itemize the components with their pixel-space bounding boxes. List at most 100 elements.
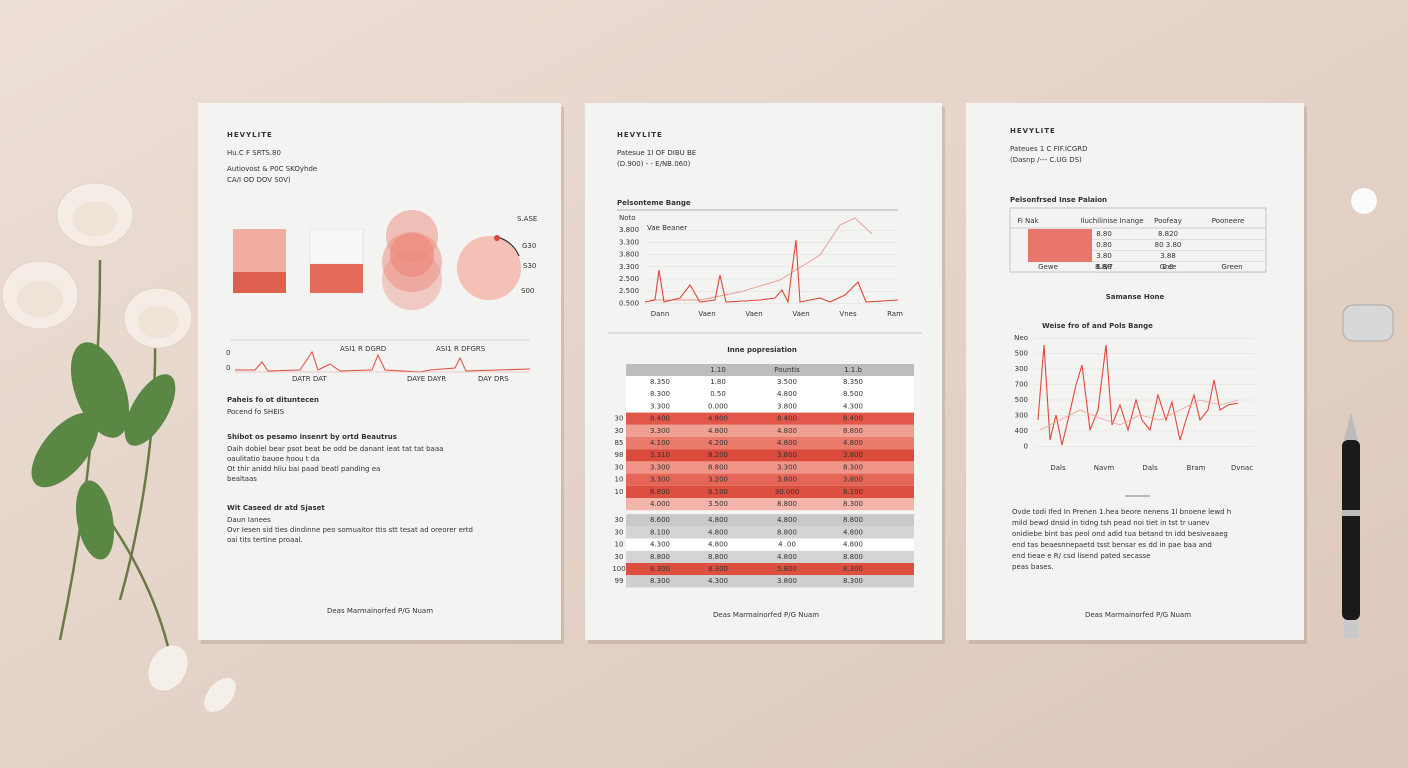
y-label: 3.300: [619, 238, 639, 246]
table-cell: 8.80: [1096, 230, 1112, 238]
x-label: Vaen: [745, 310, 762, 318]
table-row: [626, 424, 914, 437]
table-cell: 3.300: [650, 402, 670, 410]
chart-label: G30: [522, 242, 536, 250]
y-label: Neo: [1014, 334, 1028, 342]
row-label: 30: [615, 528, 624, 536]
table-title: Inne popresiation: [727, 346, 797, 354]
table-row: [626, 376, 914, 389]
table-cell: 4.300: [843, 402, 863, 410]
table-cell: 5.800: [777, 565, 797, 573]
table-cell: 3.310: [650, 451, 670, 459]
meta: Pateues 1 C FIF.ICGRD: [1010, 145, 1088, 153]
x-label: Bram: [1187, 464, 1206, 472]
table-cell: 8.820: [1158, 230, 1178, 238]
row-label: 10: [615, 541, 624, 549]
x-label: Navm: [1094, 464, 1115, 472]
table-cell: 3.500: [708, 500, 728, 508]
table-cell: 3.300: [650, 463, 670, 471]
doc-title: HEVYLITE: [227, 131, 273, 139]
table-cell: 1.80: [710, 378, 726, 386]
row-label: 30: [615, 463, 624, 471]
y-label: 2.500: [619, 287, 639, 295]
section-line: Ovr Iesen sid ties dindinne peo somuaito…: [227, 526, 473, 534]
pie-shape: [457, 236, 521, 300]
table-cell: 3.300: [650, 476, 670, 484]
row-label: 30: [615, 415, 624, 423]
subtitle: Hu.C F SRTS.80: [227, 149, 281, 157]
block: [233, 229, 286, 272]
table-frame: [1009, 207, 1267, 273]
section-line: Daun Ianees: [227, 516, 271, 524]
strip-label: ASI1 R DFGRS: [436, 345, 486, 353]
footer: Deas Marmainorfed P/G Nuam: [713, 611, 819, 619]
table-cell: 3.88: [1160, 252, 1176, 260]
block: [310, 264, 363, 293]
petal: [148, 645, 188, 691]
table-cell: 8.300: [708, 565, 728, 573]
table-cell: 3.800: [777, 451, 797, 459]
strip-label: DAY DRS: [478, 375, 509, 383]
chart-title: Pelsonteme Bange: [617, 199, 691, 207]
table-cell: 4.800: [777, 439, 797, 447]
ball: [1351, 188, 1377, 214]
table-row: [626, 473, 914, 486]
petal: [204, 677, 236, 713]
row-label: 30: [615, 553, 624, 561]
row-label: 30: [615, 427, 624, 435]
table-cell: 8.400: [843, 415, 863, 423]
pen-band: [1342, 510, 1360, 516]
table-cell: 8.300: [843, 463, 863, 471]
section-heading: Pelsonfrsed Inse Palaion: [1010, 196, 1107, 204]
table-header-cell: 1.10: [710, 366, 726, 374]
table-cell: 3.200: [708, 476, 728, 484]
chart-label: S30: [523, 262, 536, 270]
table-cell: 8.400: [777, 415, 797, 423]
row-label: 99: [615, 577, 624, 585]
paragraph-line: end tieae e R/ csd lisend pated secasse: [1012, 552, 1150, 560]
table-cell: 4.000: [650, 500, 670, 508]
y-label: Noto: [619, 214, 636, 222]
table-cell: 0.0: [1162, 263, 1173, 271]
table-cell: 4.800: [708, 541, 728, 549]
y-label: 3.300: [619, 263, 639, 271]
table-cell: 0.50: [710, 390, 726, 398]
table-cell: 8.400: [650, 415, 670, 423]
table-cell: 4.800: [708, 415, 728, 423]
table-cell: 4.800: [843, 541, 863, 549]
table-cell: 3.300: [650, 427, 670, 435]
table-cell: 8.800: [708, 463, 728, 471]
table-cell: 8.300: [843, 577, 863, 585]
table-row: [626, 550, 914, 563]
table-footer-cell: Green: [1221, 263, 1242, 271]
y-label: 3.800: [619, 226, 639, 234]
table-cell: 6.88: [1096, 263, 1112, 271]
legend: Vae Beaner: [647, 224, 687, 232]
table-header-cell: Pountis: [774, 366, 800, 374]
section-line: bealtaas: [227, 475, 257, 483]
table-cell: 3.80: [1096, 252, 1112, 260]
y-label: 300: [1015, 412, 1028, 420]
trend-line: [650, 217, 873, 301]
table-row: [626, 388, 914, 401]
x-label: Vnes: [839, 310, 857, 318]
table-row: [626, 498, 914, 511]
leaf: [75, 480, 115, 560]
table-cell: 4.100: [650, 439, 670, 447]
table-header-cell: Iluchilinise Inange: [1080, 217, 1143, 225]
table-cell: 4.800: [708, 427, 728, 435]
table-fill: [1028, 229, 1092, 262]
stem: [118, 329, 157, 601]
pen-tip: [1344, 412, 1358, 440]
table-footer-cell: 8.8/7: [1095, 263, 1113, 271]
x-label: Ram: [887, 310, 903, 318]
table-cell: 8.300: [843, 500, 863, 508]
table-row: [626, 449, 914, 462]
table-cell: 80 3.80: [1155, 241, 1182, 249]
y-label: 2.500: [619, 275, 639, 283]
table-cell: 4.800: [708, 516, 728, 524]
table-cell: 3.800: [777, 402, 797, 410]
table-cell: 8.300: [650, 390, 670, 398]
table-cell: 8.800: [708, 553, 728, 561]
